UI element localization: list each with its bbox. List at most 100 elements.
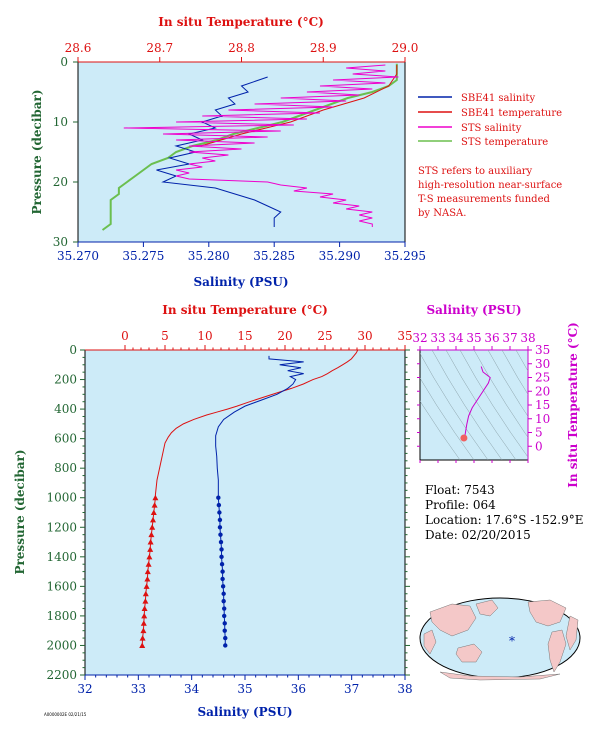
- salinity-sample-marker: [223, 635, 228, 641]
- ts-salinity-tick-label: 33: [430, 331, 445, 345]
- temperature-tick-label: 35: [397, 329, 412, 343]
- ts-salinity-tick-label: 37: [502, 331, 517, 345]
- ts-density-contours: [420, 350, 528, 460]
- ts-temperature-tick-label: 0: [535, 439, 543, 453]
- ts-temperature-tick-label: 35: [535, 343, 550, 357]
- full-profile-bottom-axis-label: Salinity (PSU): [197, 705, 292, 719]
- map-land-south-america: [547, 629, 567, 673]
- pressure-tick-label: 2000: [46, 638, 77, 652]
- footer-code: A0000002E 02/21/15: [44, 712, 87, 717]
- salinity-sample-marker: [222, 628, 227, 633]
- full-profile-chart: 0 5 10 15 20 25 30 35 32 33 34 35 36 37 38 0 200 400 600 80…: [13, 303, 413, 719]
- density-contour: [459, 350, 528, 458]
- ts-temperature-tick-label: 5: [535, 426, 543, 440]
- full-profile-pressure-axis-label: Pressure (decibar): [13, 449, 27, 574]
- pressure-tick-label: 1400: [46, 550, 77, 564]
- ts-deep-cluster: [460, 434, 468, 442]
- legend-label: SBE41 temperature: [461, 108, 562, 119]
- date: Date: 02/20/2015: [425, 528, 531, 542]
- salinity-sample-marker: [221, 591, 226, 596]
- density-contour: [515, 350, 528, 372]
- legend-label: STS temperature: [461, 137, 548, 148]
- near-surface-plot-area: [77, 61, 406, 243]
- temperature-sample-marker: [140, 620, 147, 626]
- salinity-tick-label: 35.275: [122, 249, 164, 263]
- map-land-asia-east: [475, 599, 499, 617]
- density-contour: [501, 350, 528, 396]
- temperature-sample-marker: [150, 509, 157, 515]
- temperature-tick-label: 30: [357, 329, 372, 343]
- pressure-tick-label: 600: [54, 432, 77, 446]
- salinity-sample-marker: [222, 621, 227, 626]
- profile-number: Profile: 064: [425, 498, 496, 512]
- near-surface-series-group: [101, 63, 399, 231]
- salinity-sample-marker: [222, 606, 227, 611]
- salinity-sample-marker: [223, 643, 228, 648]
- salinity-sample-marker: [219, 562, 225, 567]
- temperature-tick-label: 28.7: [146, 41, 173, 55]
- temperature-tick-label: 28.6: [65, 41, 92, 55]
- density-contour: [487, 350, 528, 418]
- salinity-sample-marker: [218, 532, 223, 537]
- density-contour: [431, 350, 503, 460]
- salinity-tick-label: 35.295: [384, 249, 426, 263]
- legend-item-sbe41-temperature: SBE41 temperature: [418, 108, 562, 119]
- density-contour: [420, 377, 475, 460]
- pressure-tick-label: 2200: [46, 668, 77, 682]
- salinity-sample-marker: [220, 576, 225, 582]
- temperature-sample-marker: [141, 612, 148, 619]
- ts-temperature-tick-label: 15: [535, 398, 550, 412]
- temperature-sample-marker: [145, 561, 152, 567]
- temperature-sample-marker: [144, 575, 151, 582]
- float-info: Float: 7543 Profile: 064 Location: 17.6°…: [425, 483, 583, 542]
- salinity-sample-marker: [220, 569, 225, 574]
- density-contour: [420, 400, 461, 460]
- full-profile-series-group: [139, 349, 359, 648]
- pressure-tick-label: 1600: [46, 579, 77, 593]
- pressure-tick-label: 1000: [46, 491, 77, 505]
- temperature-sample-marker: [150, 516, 156, 523]
- map-land-africa-edge: [423, 629, 437, 655]
- pressure-tick-label: 200: [54, 373, 77, 387]
- temperature-sample-marker: [142, 590, 149, 597]
- float-id: Float: 7543: [425, 483, 495, 497]
- salinity-tick-label: 35: [237, 682, 252, 696]
- near-surface-pressure-axis-label: Pressure (decibar): [30, 89, 44, 214]
- ts-salinity-tick-label: 32: [412, 331, 427, 345]
- temperature-sample-marker: [147, 546, 154, 552]
- salinity-tick-label: 36: [291, 682, 306, 696]
- temperature-sample-marker: [151, 502, 158, 508]
- salinity-tick-label: 38: [397, 682, 412, 696]
- salinity-sample-marker: [219, 547, 224, 552]
- legend-note-line: by NASA.: [418, 208, 466, 219]
- temperature-tick-label: 5: [161, 329, 169, 343]
- salinity-sample-marker: [217, 525, 223, 530]
- temperature-tick-label: 28.8: [228, 41, 255, 55]
- salinity-sample-marker: [217, 510, 222, 515]
- salinity-sample-marker: [220, 584, 226, 589]
- temperature-tick-label: 20: [277, 329, 292, 343]
- near-surface-chart: 28.6 28.7 28.8 28.9 29.0 35.270 35.275 35.280 35…: [30, 15, 426, 289]
- salinity-sample-marker: [218, 539, 224, 545]
- temperature-tick-label: 10: [197, 329, 212, 343]
- ts-salinity-tick-label: 35: [466, 331, 481, 345]
- salinity-sample-marker: [219, 554, 224, 560]
- ts-temperature-tick-label: 25: [535, 371, 550, 385]
- temperature-sample-marker: [148, 531, 155, 538]
- legend: SBE41 salinity SBE41 temperature STS sal…: [418, 93, 562, 219]
- legend-label: SBE41 salinity: [461, 93, 536, 104]
- world-map: *: [419, 597, 581, 681]
- salinity-sample-marker: [217, 517, 223, 523]
- salinity-tick-label: 34: [184, 682, 200, 696]
- map-land-australia: [455, 643, 483, 663]
- temperature-sample-marker: [146, 553, 153, 560]
- temperature-tick-label: 0: [121, 329, 129, 343]
- full-profile-ticks-group: 0 5 10 15 20 25 30 35 32 33 34 35 36 37 38 0 200 400 600 80…: [46, 329, 412, 696]
- map-land-north-america: [527, 599, 567, 627]
- ts-series-group: [460, 366, 491, 442]
- pressure-tick-label: 30: [53, 235, 68, 249]
- salinity-sample-marker: [216, 502, 222, 508]
- ts-profile-line: [464, 366, 491, 439]
- legend-item-sts-salinity: STS salinity: [418, 123, 522, 134]
